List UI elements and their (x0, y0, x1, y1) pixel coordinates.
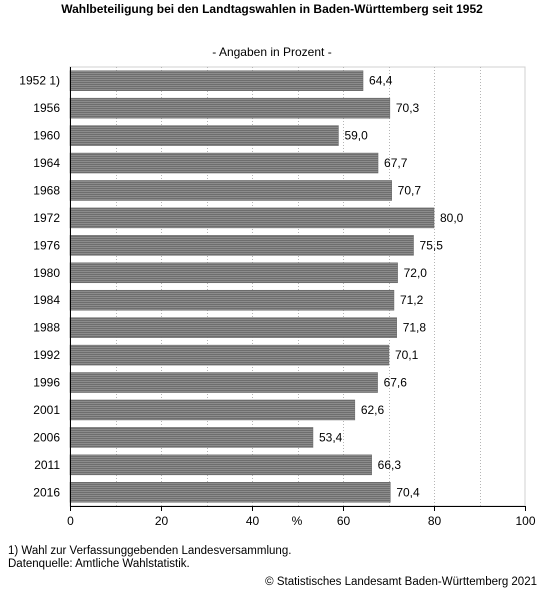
value-label: 53,4 (319, 430, 343, 444)
x-axis-label: % (292, 514, 303, 528)
bar-1960 (69, 125, 339, 146)
bar-1980 (69, 262, 398, 284)
value-label: 71,8 (403, 321, 427, 335)
bar-1992 (69, 344, 390, 366)
value-label: 66,3 (378, 458, 402, 472)
bar-2001 (69, 399, 356, 421)
x-tick-label: 80 (428, 514, 442, 528)
bar-2011 (69, 454, 372, 476)
x-tick-label: 60 (337, 514, 351, 528)
value-label: 70,4 (396, 485, 420, 499)
footnote-1: 1) Wahl zur Verfassunggebenden Landesver… (8, 545, 292, 557)
value-label: 75,5 (420, 238, 444, 252)
category-label: 1956 (33, 101, 60, 115)
bar-1988 (69, 317, 397, 338)
category-label: 1988 (33, 321, 60, 335)
bar-2006 (69, 427, 314, 448)
bar-1972 (69, 207, 435, 229)
value-label: 70,1 (395, 348, 419, 362)
value-label: 71,2 (400, 293, 424, 307)
bar-chart: 1952 1) 64,4 1956 70,3 1960 59,0 1964 67,7 1968 7… (19, 66, 536, 528)
value-label: 64,4 (369, 74, 393, 88)
bar-1984 (69, 289, 395, 311)
category-label: 1960 (33, 129, 60, 143)
bar-1976 (69, 235, 414, 256)
value-label: 70,3 (396, 101, 420, 115)
value-label: 80,0 (440, 211, 464, 225)
x-tick-label: 0 (67, 514, 74, 528)
data-source-note: Datenquelle: Amtliche Wahlstatistik. (8, 558, 190, 570)
x-tick-label: 40 (246, 514, 260, 528)
category-label: 1992 (33, 348, 60, 362)
category-label: 2011 (34, 458, 60, 472)
chart-title: Wahlbeteiligung bei den Landtagswahlen i… (61, 2, 483, 16)
category-label: 1968 (33, 183, 60, 197)
category-label: 2016 (33, 485, 60, 499)
category-label: 1964 (33, 156, 60, 170)
category-label: 1976 (33, 238, 60, 252)
value-label: 59,0 (344, 129, 368, 143)
category-label: 1996 (33, 376, 60, 390)
category-label: 1980 (33, 266, 60, 280)
category-label: 1952 1) (19, 74, 60, 88)
copyright-notice: © Statistisches Landesamt Baden-Württemb… (265, 576, 537, 588)
value-label: 72,0 (404, 266, 428, 280)
category-label: 1972 (33, 211, 60, 225)
value-label: 70,7 (398, 183, 422, 197)
x-tick-label: 100 (515, 514, 535, 528)
bar-1968 (69, 180, 392, 201)
value-label: 67,6 (384, 376, 408, 390)
value-label: 67,7 (384, 156, 408, 170)
bar-1964 (69, 152, 379, 174)
bar-1956 (69, 97, 391, 119)
chart-subtitle: - Angaben in Prozent - (212, 45, 332, 59)
category-label: 1984 (33, 293, 60, 307)
category-label: 2001 (33, 403, 60, 417)
bar-19521 (69, 70, 364, 91)
bar-1996 (69, 372, 378, 393)
bar-2016 (69, 482, 391, 503)
x-tick-label: 20 (155, 514, 169, 528)
category-label: 2006 (33, 430, 60, 444)
value-label: 62,6 (361, 403, 385, 417)
